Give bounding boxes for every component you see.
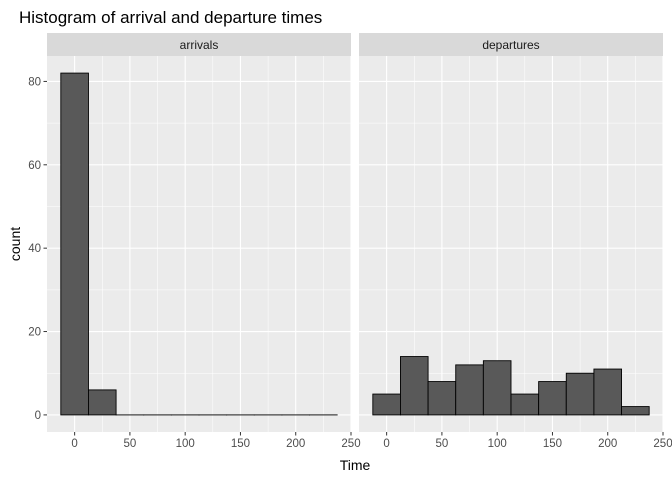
facets-layer: arrivals 0 50 100 150 200 250 0 20 40 60 80 departur…	[28, 33, 672, 450]
facet-strip-label: departures	[482, 38, 539, 52]
x-tick-label: 0	[383, 438, 389, 450]
histogram-bar	[482, 360, 512, 416]
chart-title: Histogram of arrival and departure times	[19, 8, 322, 27]
histogram-bar	[400, 356, 429, 416]
histogram-bar	[565, 372, 595, 416]
histogram-bar	[427, 381, 457, 416]
y-tick-label: 40	[28, 243, 41, 255]
y-tick-label: 60	[28, 160, 41, 172]
x-tick-label: 150	[543, 438, 562, 450]
histogram-bar	[621, 406, 650, 416]
x-tick-label: 200	[598, 438, 617, 450]
histogram-bar	[455, 364, 484, 416]
histogram-bar	[538, 381, 567, 416]
histogram-bar	[510, 393, 540, 416]
panel-background	[47, 56, 351, 432]
facet-strip-arrivals	[47, 33, 351, 56]
x-tick-label: 50	[436, 438, 449, 450]
facet-panel-arrivals: arrivals 0 50 100 150 200 250 0 20 40 60 80	[28, 33, 361, 450]
x-axis-title: Time	[340, 457, 371, 473]
y-tick-label: 20	[28, 327, 41, 339]
histogram-bar	[60, 72, 89, 416]
x-tick-label: 0	[71, 438, 77, 450]
x-tick-label: 100	[176, 438, 195, 450]
x-tick-label: 200	[286, 438, 305, 450]
histogram-bar	[593, 368, 622, 416]
y-axis-title: count	[7, 227, 23, 261]
histogram-bar	[372, 393, 401, 416]
facet-strip-departures	[359, 33, 663, 56]
x-tick-label: 150	[231, 438, 250, 450]
histogram-bar	[88, 389, 117, 416]
y-tick-label: 80	[28, 76, 41, 88]
facet-strip-label: arrivals	[180, 38, 219, 52]
x-tick-label: 250	[341, 438, 360, 450]
x-tick-label: 50	[124, 438, 137, 450]
y-tick-label: 0	[35, 410, 41, 422]
x-tick-label: 100	[488, 438, 507, 450]
x-tick-label: 250	[653, 438, 672, 450]
facet-panel-departures: departures 0 50 100 150 200 250	[359, 33, 672, 450]
